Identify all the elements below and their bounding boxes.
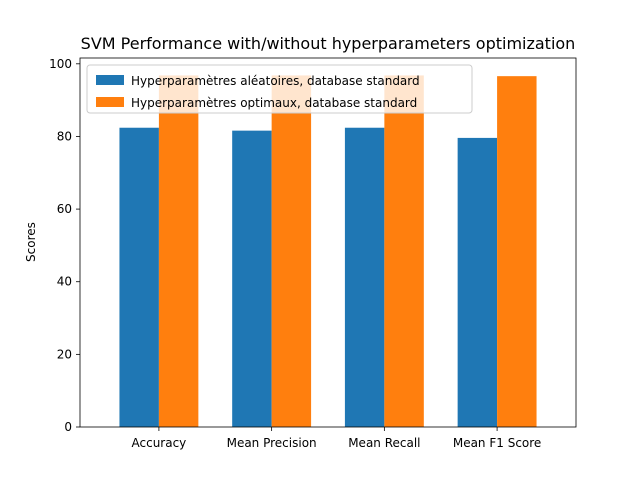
legend-box: [86, 64, 473, 114]
x-tick-label: Mean F1 Score: [453, 436, 541, 450]
bars-layer: [119, 75, 537, 427]
bar-series-1-mean-f1-score: [457, 137, 498, 427]
x-tick-label: Mean Recall: [348, 436, 420, 450]
y-tick-label: 0: [64, 420, 72, 434]
bar-series-1-mean-recall: [344, 127, 385, 427]
bar-series-1-accuracy: [119, 127, 159, 427]
legend-label: Hyperparamètres aléatoires, database sta…: [131, 74, 420, 88]
legend-swatch: [96, 97, 124, 107]
y-tick-label: 20: [57, 347, 72, 361]
y-tick-label: 60: [57, 202, 72, 216]
axes-layer: 0 20 40 60 80 100 Accuracy Mean Precision Mean R…: [49, 57, 577, 450]
legend-swatch: [96, 75, 124, 85]
legend: Hyperparamètres aléatoires, database sta…: [86, 64, 473, 114]
y-tick-label: 100: [49, 57, 72, 71]
x-tick-label: Accuracy: [132, 436, 187, 450]
y-tick-label: 40: [57, 275, 72, 289]
y-axis-label: Scores: [24, 222, 38, 262]
plot-frame: [79, 57, 577, 428]
bar-series-2-mean-f1-score: [497, 76, 537, 427]
bar-series-1-mean-precision: [232, 130, 272, 427]
y-tick-label: 80: [57, 129, 72, 143]
legend-label: Hyperparamètres optimaux, database stand…: [131, 96, 417, 110]
bar-series-2-mean-precision: [271, 75, 312, 427]
chart-title: SVM Performance with/without hyperparame…: [81, 34, 576, 53]
bar-series-2-mean-recall: [384, 75, 424, 427]
x-tick-label: Mean Precision: [227, 436, 317, 450]
bar-series-2-accuracy: [158, 75, 199, 427]
